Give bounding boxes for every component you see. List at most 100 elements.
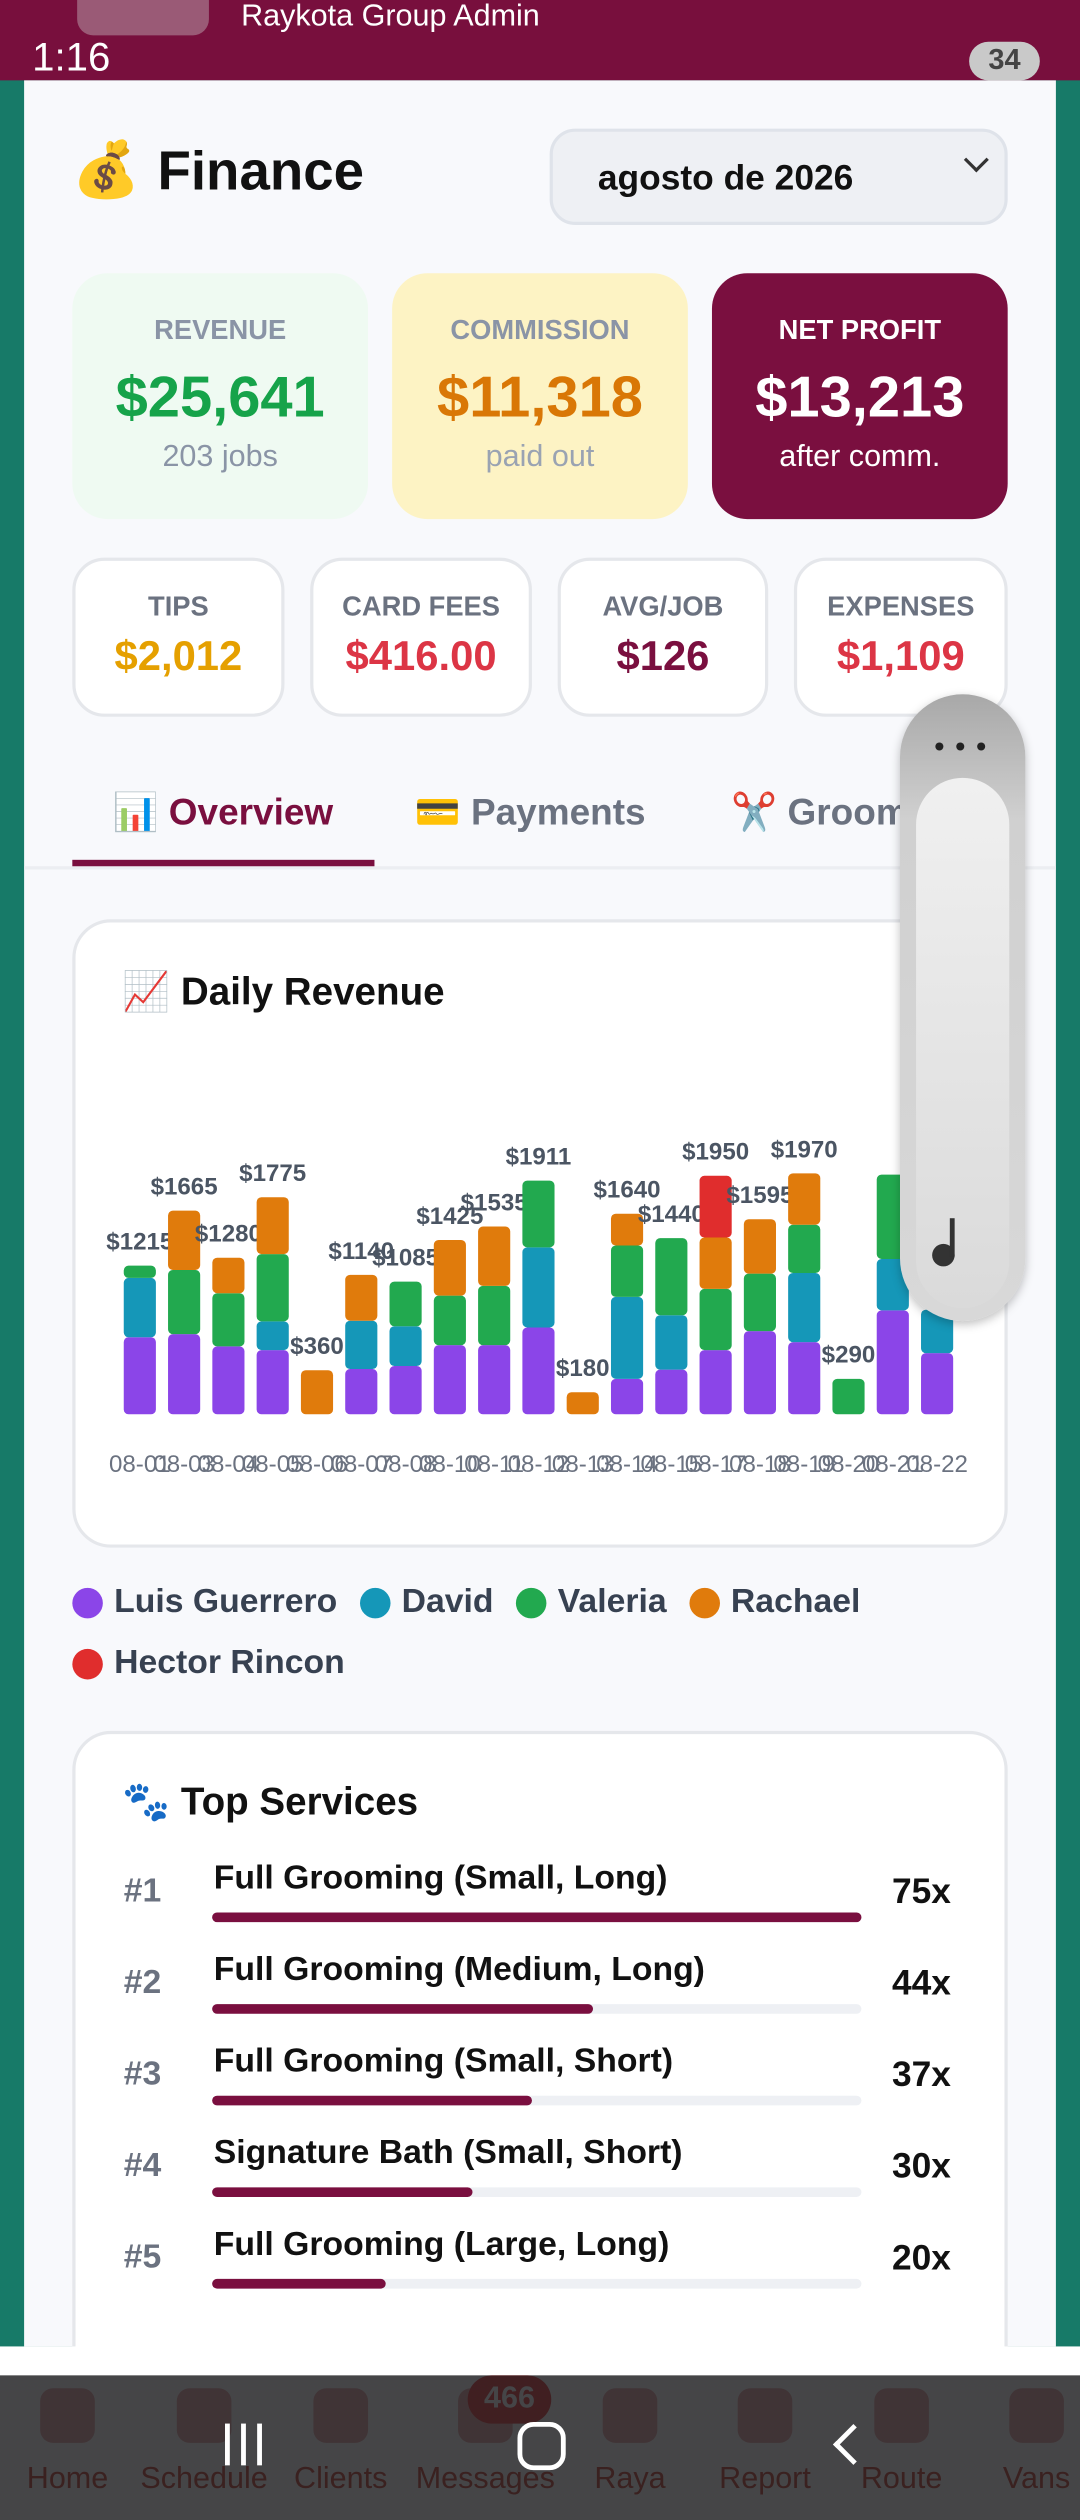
total-label: $1640	[594, 1177, 661, 1204]
legend-swatch	[689, 1587, 720, 1618]
bar-segment	[123, 1337, 156, 1415]
bar-segment	[256, 1350, 289, 1415]
service-rank: #5	[123, 2238, 162, 2276]
bar-segment	[478, 1345, 511, 1415]
sound-icon	[932, 1243, 955, 1267]
card-value: $25,641	[115, 363, 325, 430]
menu-dot	[976, 742, 985, 751]
bar-segment	[256, 1321, 289, 1351]
total-label: $360	[290, 1333, 344, 1360]
bar-segment	[478, 1226, 511, 1286]
stat-card: TIPS $2,012	[72, 557, 285, 717]
stat-value: $2,012	[114, 631, 243, 680]
bar-segment	[655, 1238, 688, 1316]
legend-swatch	[72, 1648, 103, 1679]
bar-segment	[212, 1346, 245, 1415]
bar-segment	[610, 1378, 644, 1415]
bar-segment	[832, 1378, 865, 1415]
total-label: $1950	[682, 1139, 749, 1166]
stat-value: $1,109	[836, 631, 965, 680]
bar-segment	[743, 1273, 776, 1332]
bar-segment	[345, 1369, 378, 1415]
total-label: $1140	[328, 1238, 394, 1265]
bar-segment	[522, 1247, 555, 1328]
card-value: $11,318	[437, 363, 643, 430]
stat-label: EXPENSES	[827, 591, 975, 622]
service-rank: #1	[123, 1872, 162, 1910]
x-tick-label: 08-10	[419, 1451, 481, 1478]
x-tick-label: 08-19	[773, 1451, 835, 1478]
x-tick-label: 08-08	[375, 1451, 437, 1478]
tab[interactable]: 💳 Payments	[414, 790, 646, 833]
x-tick-label: 08-11	[464, 1451, 524, 1478]
x-tick-label: 08-13	[552, 1451, 614, 1478]
bar-segment	[256, 1197, 289, 1255]
service-bar	[212, 2004, 594, 2014]
stat-value: $126	[616, 631, 710, 680]
floating-inner	[916, 777, 1010, 1309]
total-label: $1085	[372, 1245, 439, 1272]
x-tick-label: 08-03	[153, 1451, 215, 1478]
service-track	[212, 2187, 862, 2197]
bar-segment	[212, 1293, 245, 1347]
x-tick-label: 08-15	[641, 1451, 703, 1478]
service-name: Full Grooming (Small, Long)	[213, 1859, 668, 1897]
bar-segment	[699, 1237, 732, 1289]
bar-segment	[655, 1369, 688, 1415]
tab[interactable]: 📊 Overview	[112, 790, 334, 833]
stat-card: EXPENSES $1,109	[793, 557, 1008, 717]
battery: 34	[969, 41, 1040, 81]
month-select[interactable]: agosto de 2026	[549, 128, 1008, 226]
service-bar	[212, 1912, 862, 1923]
card-value: $13,213	[755, 363, 965, 430]
sys-recent	[241, 2423, 246, 2466]
legend-item: Rachael	[689, 1583, 860, 1622]
x-tick-label: 08-17	[685, 1451, 747, 1478]
service-name: Full Grooming (Large, Long)	[213, 2225, 670, 2263]
bar-segment	[610, 1245, 644, 1297]
bar-segment	[389, 1326, 422, 1366]
legend-item: Hector Rincon	[72, 1644, 345, 1683]
service-rank: #4	[123, 2147, 162, 2185]
system-nav-overlay	[0, 2375, 1080, 2520]
status-time: 1:16	[32, 35, 111, 81]
bar-segment	[788, 1342, 821, 1415]
legend-swatch	[72, 1587, 103, 1618]
bar-segment	[433, 1345, 466, 1415]
legend-label: Hector Rincon	[114, 1644, 345, 1682]
menu-dot	[955, 742, 964, 751]
x-tick-label: 08-18	[729, 1451, 791, 1478]
sound-stem	[949, 1218, 955, 1257]
stat-label: TIPS	[148, 591, 209, 622]
tab[interactable]: ✂️ Groom	[731, 790, 909, 833]
card-sub: after comm.	[779, 440, 941, 475]
sys-home[interactable]	[517, 2421, 566, 2471]
x-tick-label: 08-21	[862, 1451, 924, 1478]
service-track	[212, 2278, 862, 2289]
card-sub: paid out	[485, 440, 595, 475]
stat-label: CARD FEES	[342, 591, 500, 622]
bar-segment	[699, 1288, 732, 1351]
service-count: 37x	[891, 2053, 951, 2095]
summary-card: NET PROFIT $13,213 after comm.	[711, 273, 1008, 520]
service-count: 30x	[891, 2145, 951, 2186]
bar-segment	[123, 1277, 156, 1338]
bar-segment	[699, 1350, 732, 1415]
legend-item: Luis Guerrero	[72, 1583, 337, 1622]
bar-segment	[389, 1281, 422, 1327]
bar-segment	[345, 1274, 378, 1321]
header-title: Finance	[157, 141, 364, 203]
summary-card: REVENUE $25,641 203 jobs	[72, 273, 369, 520]
legend: Luis Guerrero David Valeria Rachael Hector R…	[72, 1583, 972, 1683]
bar-segment	[699, 1175, 732, 1238]
service-count: 44x	[891, 1962, 951, 2003]
bar-segment	[522, 1180, 555, 1248]
menu-dot	[934, 742, 943, 751]
total-label: $1595	[726, 1182, 793, 1209]
bar-segment	[655, 1315, 688, 1370]
tab-divider	[24, 866, 1056, 870]
bar-segment	[433, 1240, 466, 1296]
bar-segment	[566, 1392, 599, 1415]
service-bar	[212, 2187, 472, 2197]
